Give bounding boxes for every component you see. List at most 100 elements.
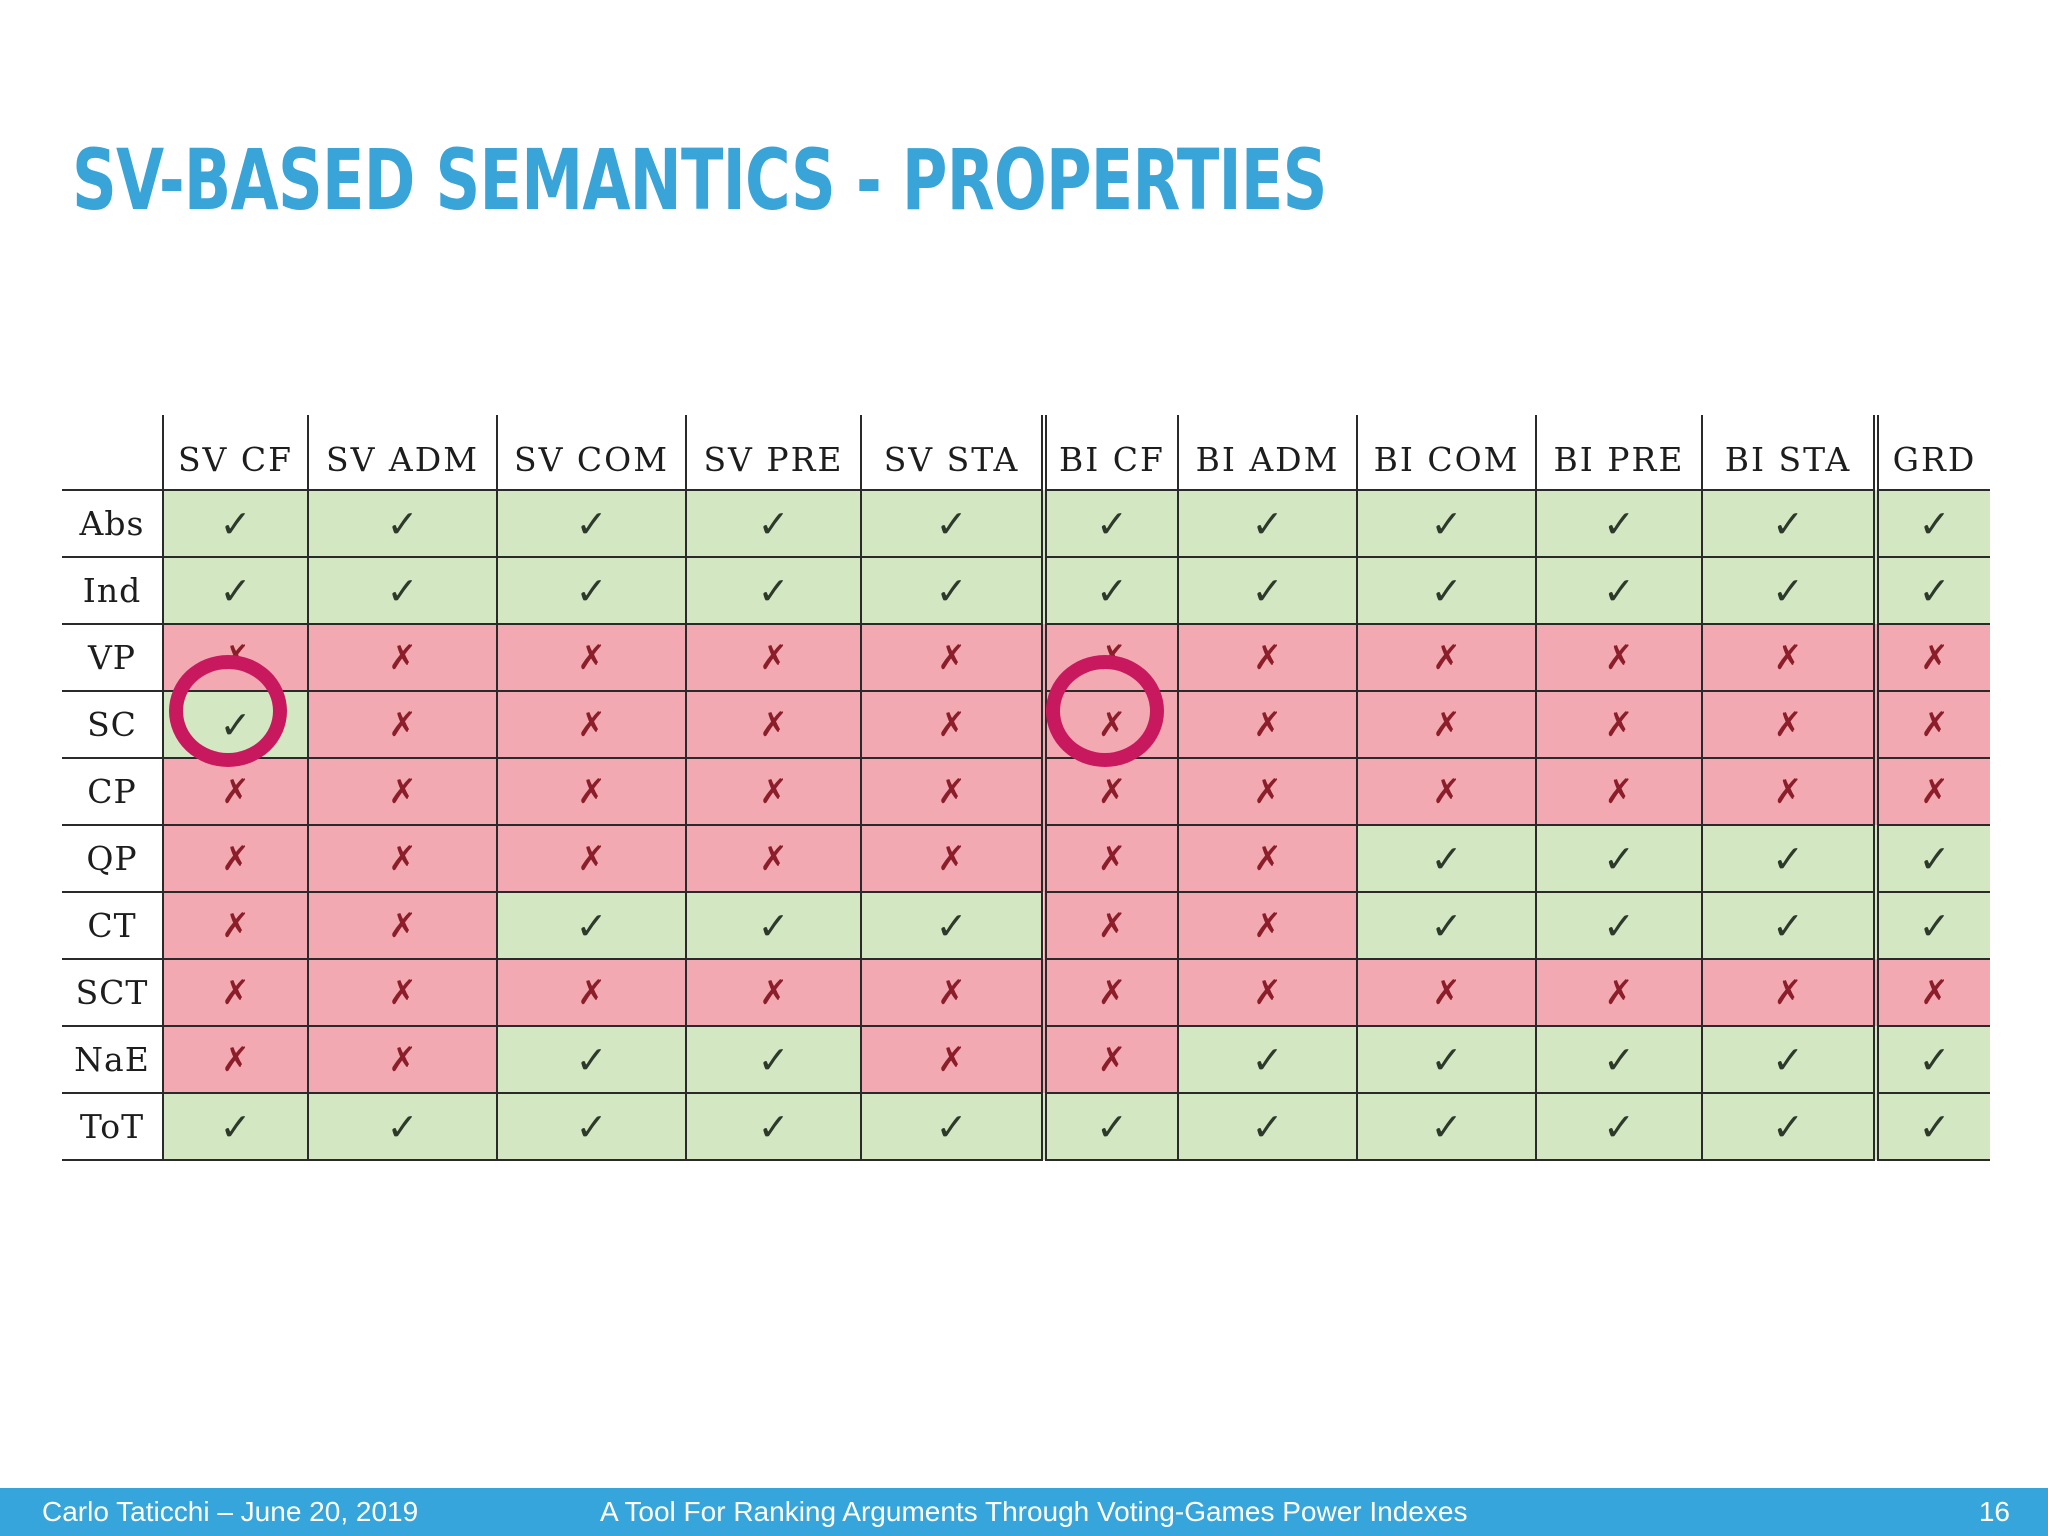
table-cell: ✓ [307,489,497,558]
check-mark-icon: ✓ [1430,568,1463,613]
cross-mark-icon: ✗ [1253,905,1282,946]
table-cell: ✓ [496,556,686,625]
table-cell: ✗ [1356,690,1536,759]
check-mark-icon: ✓ [757,903,790,948]
table-row: VP ✗ ✗ ✗ ✗ ✗ ✗ ✗ ✗ ✗ ✗ ✗ [62,623,1990,692]
column-header: BI STA [1701,415,1879,491]
check-mark-icon: ✓ [1603,501,1635,546]
column-header: BI ADM [1177,415,1358,491]
column-header: BI CF [1043,415,1179,491]
cross-mark-icon: ✗ [1773,771,1803,812]
table-cell: ✗ [307,690,497,759]
table-cell: ✓ [685,489,861,558]
check-mark-icon: ✓ [1430,903,1463,948]
check-mark-icon: ✓ [1251,501,1284,546]
table-cell: ✗ [685,824,861,893]
table-cell: ✗ [860,757,1047,826]
cross-mark-icon: ✗ [388,637,417,678]
table-cell: ✓ [1356,489,1536,558]
table-cell: ✓ [860,1092,1047,1161]
cross-mark-icon: ✗ [577,838,606,879]
table-cell: ✓ [1535,489,1702,558]
cross-mark-icon: ✗ [1097,1039,1127,1080]
cross-mark-icon: ✗ [1920,704,1949,745]
check-mark-icon: ✓ [1430,836,1463,881]
check-mark-icon: ✓ [935,903,968,948]
table-row: Ind ✓ ✓ ✓ ✓ ✓ ✓ ✓ ✓ ✓ ✓ ✓ [62,556,1990,625]
cross-mark-icon: ✗ [1432,637,1461,678]
cross-mark-icon: ✗ [759,704,788,745]
table-cell: ✗ [1875,623,1990,692]
cross-mark-icon: ✗ [577,637,606,678]
cross-mark-icon: ✗ [1920,637,1949,678]
cross-mark-icon: ✗ [759,972,788,1013]
table-cell: ✗ [1177,623,1357,692]
check-mark-icon: ✓ [1096,1104,1128,1149]
cross-mark-icon: ✗ [759,771,788,812]
cross-mark-icon: ✗ [1097,838,1127,879]
table-cell: ✗ [860,824,1047,893]
table-cell: ✓ [1875,891,1990,960]
table-row: SCT ✗ ✗ ✗ ✗ ✗ ✗ ✗ ✗ ✗ ✗ ✗ [62,958,1990,1027]
check-mark-icon: ✓ [1918,501,1951,546]
table-cell: ✗ [685,958,861,1027]
cross-mark-icon: ✗ [937,1039,966,1080]
table-cell: ✓ [860,556,1047,625]
table-cell: ✓ [1177,1025,1357,1094]
properties-table-container: SV CF SV ADM SV COM SV PRE SV STA BI CF … [62,415,1990,1161]
footer-author-date: Carlo Taticchi – June 20, 2019 [42,1496,419,1527]
check-mark-icon: ✓ [757,1104,790,1149]
cross-mark-icon: ✗ [388,704,417,745]
column-header: SV ADM [307,415,498,491]
table-cell: ✗ [162,824,308,893]
cross-mark-icon: ✗ [1097,905,1127,946]
table-cell: ✗ [307,1025,497,1094]
check-mark-icon: ✓ [1603,836,1635,881]
cross-mark-icon: ✗ [1097,771,1127,812]
check-mark-icon: ✓ [386,568,419,613]
check-mark-icon: ✓ [575,1104,608,1149]
cross-mark-icon: ✗ [577,704,606,745]
table-cell: ✓ [685,1092,861,1161]
cross-mark-icon: ✗ [1920,972,1949,1013]
table-cell: ✗ [1535,958,1702,1027]
cross-mark-icon: ✗ [1773,972,1803,1013]
table-cell: ✓ [1535,556,1702,625]
cross-mark-icon: ✗ [1920,771,1949,812]
cross-mark-icon: ✗ [937,771,966,812]
check-mark-icon: ✓ [1096,501,1128,546]
row-header: SC [62,690,164,759]
cross-mark-icon: ✗ [1604,972,1634,1013]
check-mark-icon: ✓ [1772,501,1804,546]
table-row: QP ✗ ✗ ✗ ✗ ✗ ✗ ✗ ✓ ✓ ✓ ✓ [62,824,1990,893]
table-cell: ✓ [1535,1092,1702,1161]
check-mark-icon: ✓ [1918,903,1951,948]
row-header: CP [62,757,164,826]
table-cell: ✗ [496,824,686,893]
cross-mark-icon: ✗ [759,637,788,678]
table-cell: ✗ [496,623,686,692]
table-cell: ✗ [162,891,308,960]
table-cell: ✓ [162,556,308,625]
cross-mark-icon: ✗ [759,838,788,879]
table-cell: ✓ [860,489,1047,558]
table-cell: ✗ [496,757,686,826]
cross-mark-icon: ✗ [1253,972,1282,1013]
check-mark-icon: ✓ [1918,836,1951,881]
table-cell: ✓ [1043,1092,1178,1161]
check-mark-icon: ✓ [1772,1104,1804,1149]
table-cell: ✓ [1701,1092,1879,1161]
table-cell: ✓ [496,891,686,960]
column-header: SV COM [496,415,687,491]
cross-mark-icon: ✗ [577,972,606,1013]
check-mark-icon: ✓ [1772,836,1804,881]
cross-mark-icon: ✗ [1773,704,1803,745]
table-cell: ✓ [1177,489,1357,558]
check-mark-icon: ✓ [575,568,608,613]
table-row: Abs ✓ ✓ ✓ ✓ ✓ ✓ ✓ ✓ ✓ ✓ ✓ [62,489,1990,558]
check-mark-icon: ✓ [1918,1037,1951,1082]
table-body: Abs ✓ ✓ ✓ ✓ ✓ ✓ ✓ ✓ ✓ ✓ ✓ Ind ✓ ✓ ✓ ✓ ✓ ✓ ✓ ✓ ✓ ✓ ✓ VP ✗ ✗ ✗ ✗ ✗ ✗ ✗ ✗ ✗ ✗… [62,489,1990,1161]
check-mark-icon: ✓ [575,1037,608,1082]
table-cell: ✓ [1875,489,1990,558]
table-cell: ✓ [1043,556,1178,625]
